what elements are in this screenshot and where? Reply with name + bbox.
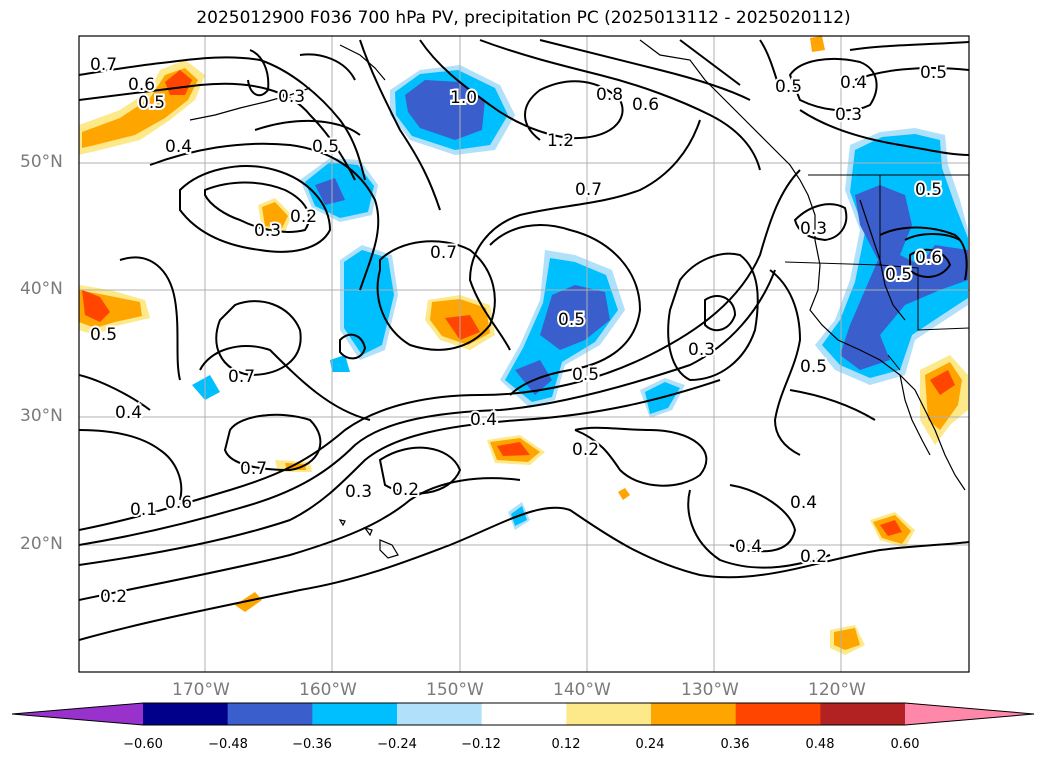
lon-label-170w: 170°W — [172, 680, 230, 700]
contour-label: 0.5 — [800, 357, 827, 377]
contour-label: 0.3 — [254, 221, 281, 241]
contour-label: 0.2 — [290, 207, 317, 227]
colorbar-extend-low — [12, 703, 143, 725]
lon-label-160w: 160°W — [299, 680, 357, 700]
colorbar-cell — [227, 703, 313, 725]
contour-label: 0.3 — [800, 219, 827, 239]
contour-label: 0.2 — [800, 547, 827, 567]
contour-labels: 0.7 0.6 0.5 0.4 0.3 1.0 1.2 0.8 0.6 0.5 … — [88, 53, 949, 609]
contour-label: 0.4 — [115, 403, 142, 423]
lat-label-50n: 50°N — [20, 152, 63, 172]
lon-label-150w: 150°W — [426, 680, 484, 700]
contour-label: 0.7 — [240, 459, 267, 479]
contour-label: 0.4 — [840, 73, 867, 93]
colorbar-tick: −0.60 — [123, 737, 163, 752]
contour-label: 0.4 — [735, 537, 762, 557]
contour-label: 0.2 — [392, 480, 419, 500]
contour-label: 0.4 — [470, 410, 497, 430]
contour-label: 0.6 — [632, 95, 659, 115]
contour-label: 0.1 — [130, 500, 157, 520]
lon-label-140w: 140°W — [553, 680, 611, 700]
coastlines — [189, 39, 966, 559]
contour-label: 1.2 — [547, 131, 574, 151]
contour-label: 0.2 — [100, 587, 127, 607]
contour-label: 0.7 — [90, 55, 117, 75]
contour-label: 0.4 — [790, 493, 817, 513]
contour-label: 0.6 — [915, 248, 942, 268]
colorbar-cell — [566, 703, 652, 725]
colorbar-cell — [735, 703, 821, 725]
colorbar-tick: 0.24 — [635, 737, 665, 752]
lon-label-120w: 120°W — [808, 680, 866, 700]
map-plot-area — [79, 36, 969, 672]
contour-label: 0.7 — [575, 180, 602, 200]
colorbar-cell — [143, 703, 229, 725]
contour-label: 0.5 — [915, 180, 942, 200]
colorbar-cell — [481, 703, 567, 725]
contour-label: 0.5 — [775, 77, 802, 97]
contour-label: 0.3 — [835, 105, 862, 125]
contour-label: 0.2 — [572, 440, 599, 460]
colorbar-cell — [820, 703, 906, 725]
colorbar-tick: 0.60 — [890, 737, 920, 752]
contour-label: 0.5 — [920, 63, 947, 83]
contour-label: 0.5 — [572, 365, 599, 385]
contour-label: 1.0 — [450, 88, 477, 108]
contour-label: 0.5 — [138, 93, 165, 113]
contour-label: 0.7 — [228, 367, 255, 387]
contour-label: 0.3 — [688, 340, 715, 360]
map-frame — [78, 35, 970, 673]
colorbar-tick: −0.12 — [461, 737, 501, 752]
contour-label: 0.6 — [128, 75, 155, 95]
contour-label: 0.7 — [430, 243, 457, 263]
colorbar-cell — [312, 703, 398, 725]
colorbar-tick: 0.36 — [720, 737, 750, 752]
contour-label: 0.5 — [885, 265, 912, 285]
contour-label: 0.4 — [165, 137, 192, 157]
lat-label-40n: 40°N — [20, 279, 63, 299]
pv-contours — [79, 39, 969, 641]
contour-label: 0.8 — [596, 85, 623, 105]
colorbar-tick: −0.24 — [377, 737, 417, 752]
contour-label: 0.3 — [278, 87, 305, 107]
colorbar-tick: 0.12 — [551, 737, 581, 752]
colorbar-tick: −0.48 — [208, 737, 248, 752]
colorbar-extend-high — [905, 703, 1034, 725]
contour-label: 0.5 — [312, 137, 339, 157]
colorbar — [11, 702, 1035, 726]
contour-label: 0.5 — [558, 310, 585, 330]
contour-label: 0.5 — [90, 325, 117, 345]
lat-label-20n: 20°N — [20, 534, 63, 554]
map-title: 2025012900 F036 700 hPa PV, precipitatio… — [196, 8, 851, 28]
colorbar-cell — [397, 703, 483, 725]
colorbar-cell — [651, 703, 737, 725]
lat-label-30n: 30°N — [20, 406, 63, 426]
contour-label: 0.6 — [165, 493, 192, 513]
colorbar-tick: −0.36 — [292, 737, 332, 752]
contour-label: 0.3 — [345, 482, 372, 502]
lon-label-130w: 130°W — [681, 680, 739, 700]
colorbar-tick: 0.48 — [805, 737, 835, 752]
